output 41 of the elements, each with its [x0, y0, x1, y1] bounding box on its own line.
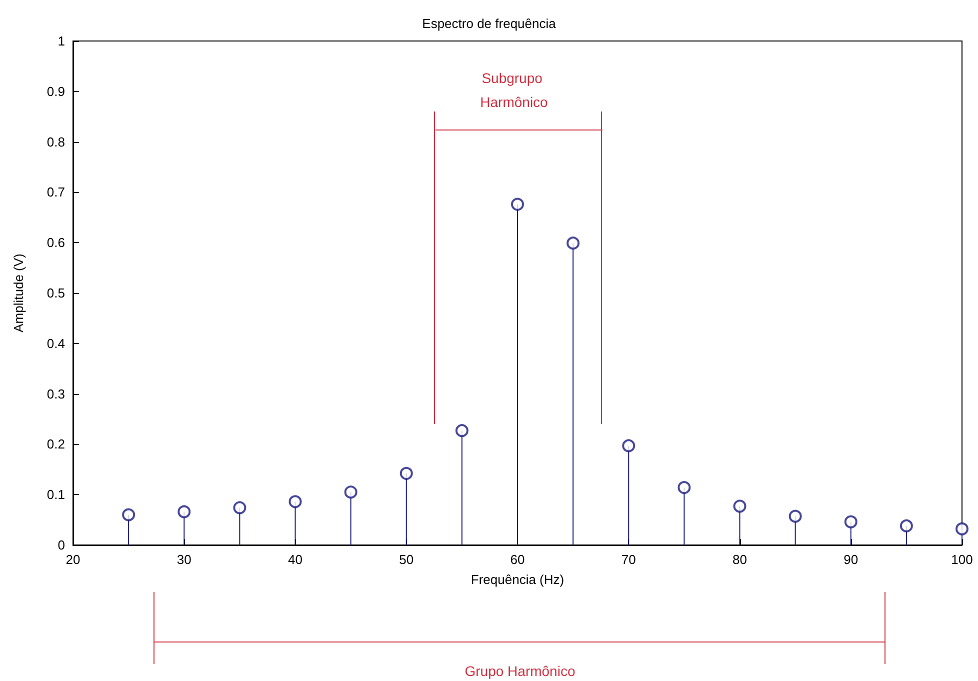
x-tick-label: 20 [66, 552, 80, 567]
text: Grupo Harmônico [464, 663, 576, 679]
point [233, 501, 246, 514]
point [288, 495, 302, 508]
point [178, 505, 191, 518]
x-tick-label: 90 [844, 552, 858, 567]
y-axis-title: Amplitude (V) [11, 254, 26, 332]
x-tick-label: 70 [621, 552, 636, 567]
x-tick-label: 50 [399, 552, 414, 567]
point [844, 515, 858, 528]
x-axis-title: Frequência (Hz) [470, 572, 564, 587]
y-tick-label: 0.6 [46, 235, 65, 250]
y-tick-label: 0.3 [46, 386, 65, 402]
y-tick-label: 0.8 [46, 134, 65, 150]
y-tick-label: 0.7 [46, 184, 65, 200]
y-tick-label: 0.4 [46, 336, 65, 351]
x-tick-label: 40 [288, 552, 302, 567]
point [622, 439, 636, 452]
point [678, 481, 691, 494]
point [788, 510, 802, 523]
y-tick-label: 0 [58, 538, 65, 552]
x-tick-label: 100 [951, 552, 973, 567]
x-tick-label: 30 [176, 552, 192, 567]
point [511, 198, 524, 211]
point [122, 508, 136, 522]
y-tick-label: 0.2 [46, 436, 65, 452]
point [566, 236, 580, 250]
annotation: Subgrupo Harmônico [480, 70, 548, 110]
y-tick-label: 1 [58, 34, 65, 48]
y-tick-label: 0.1 [46, 487, 65, 502]
point [400, 466, 413, 480]
point [455, 424, 468, 438]
y-tick-label: 0.9 [46, 84, 65, 99]
x-tick-label: 80 [732, 552, 747, 567]
point [956, 522, 968, 536]
x-tick-label: 60 [510, 552, 525, 567]
y-tick-label: 0.5 [46, 286, 65, 300]
chart-title: Espectro de frequência [422, 16, 557, 31]
point [900, 519, 913, 532]
point [733, 500, 746, 513]
point [344, 486, 358, 499]
